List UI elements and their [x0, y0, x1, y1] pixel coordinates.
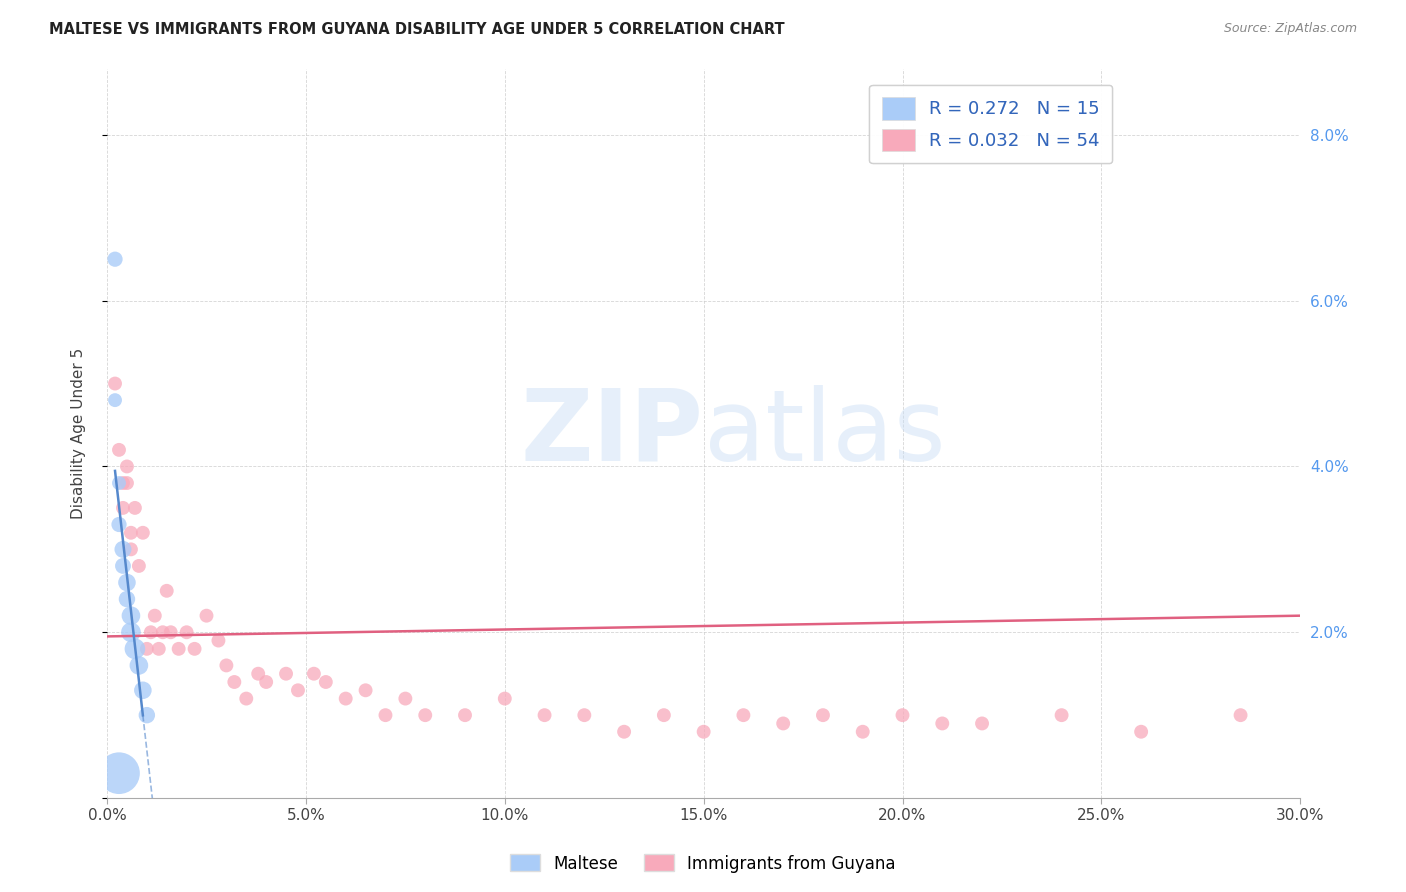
Point [183, 641, 205, 656]
Point [135, 641, 157, 656]
Point [652, 708, 675, 723]
Legend: Maltese, Immigrants from Guyana: Maltese, Immigrants from Guyana [503, 847, 903, 880]
Point [120, 608, 142, 623]
Point [115, 592, 138, 607]
Point [302, 666, 325, 681]
Point [494, 691, 516, 706]
Point [1130, 724, 1153, 739]
Point [135, 708, 157, 723]
Point [104, 376, 127, 391]
Point [104, 393, 127, 408]
Point [413, 708, 436, 723]
Point [692, 724, 714, 739]
Point [132, 525, 155, 540]
Point [120, 542, 142, 557]
Y-axis label: Disability Age Under 5: Disability Age Under 5 [72, 348, 86, 519]
Point [315, 675, 337, 690]
Point [159, 625, 181, 640]
Point [772, 716, 794, 731]
Text: ZIP: ZIP [520, 384, 703, 482]
Point [104, 252, 127, 267]
Point [108, 476, 131, 491]
Point [167, 641, 190, 656]
Point [108, 766, 131, 780]
Point [120, 625, 142, 640]
Point [176, 625, 198, 640]
Point [1229, 708, 1251, 723]
Text: MALTESE VS IMMIGRANTS FROM GUYANA DISABILITY AGE UNDER 5 CORRELATION CHART: MALTESE VS IMMIGRANTS FROM GUYANA DISABI… [49, 22, 785, 37]
Point [224, 675, 246, 690]
Point [115, 575, 138, 590]
Point [111, 542, 134, 557]
Point [970, 716, 993, 731]
Point [931, 716, 953, 731]
Point [254, 675, 277, 690]
Point [128, 658, 150, 673]
Point [613, 724, 636, 739]
Point [124, 641, 146, 656]
Point [152, 625, 174, 640]
Point [335, 691, 357, 706]
Point [274, 666, 297, 681]
Point [1050, 708, 1073, 723]
Point [235, 691, 257, 706]
Point [454, 708, 477, 723]
Point [247, 666, 270, 681]
Point [120, 525, 142, 540]
Point [574, 708, 596, 723]
Point [128, 558, 150, 573]
Legend: R = 0.272   N = 15, R = 0.032   N = 54: R = 0.272 N = 15, R = 0.032 N = 54 [869, 85, 1112, 163]
Point [733, 708, 755, 723]
Point [124, 500, 146, 515]
Point [111, 500, 134, 515]
Point [287, 683, 309, 698]
Point [108, 442, 131, 457]
Point [156, 583, 179, 598]
Point [354, 683, 377, 698]
Point [143, 608, 166, 623]
Point [215, 658, 238, 673]
Point [394, 691, 416, 706]
Point [111, 558, 134, 573]
Text: Source: ZipAtlas.com: Source: ZipAtlas.com [1223, 22, 1357, 36]
Point [115, 476, 138, 491]
Point [115, 459, 138, 474]
Point [891, 708, 914, 723]
Point [374, 708, 396, 723]
Point [111, 476, 134, 491]
Point [533, 708, 555, 723]
Point [108, 517, 131, 532]
Point [852, 724, 875, 739]
Point [139, 625, 162, 640]
Point [148, 641, 170, 656]
Point [132, 683, 155, 698]
Text: atlas: atlas [703, 384, 945, 482]
Point [195, 608, 218, 623]
Point [207, 633, 229, 648]
Point [811, 708, 834, 723]
